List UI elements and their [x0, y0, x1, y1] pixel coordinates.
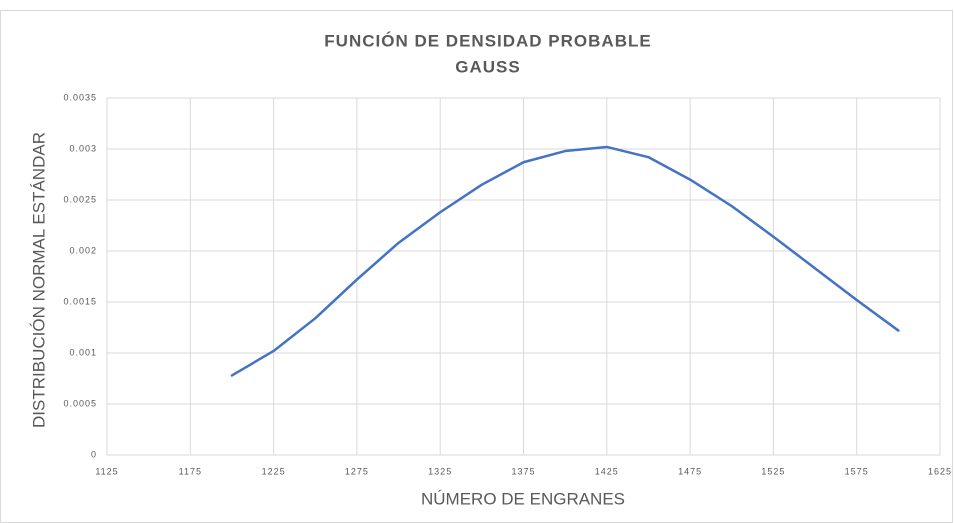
y-axis-title: DISTRIBUCIÓN NORMAL ESTÁNDAR — [29, 132, 48, 428]
chart-frame — [0, 10, 953, 523]
x-tick-label: 1125 — [95, 466, 118, 476]
x-tick-label: 1275 — [345, 466, 369, 476]
x-tick-label: 1575 — [845, 466, 869, 476]
x-tick-label: 1175 — [179, 466, 202, 476]
x-tick-label: 1525 — [761, 466, 785, 476]
y-tick-label: 0.0005 — [63, 398, 97, 408]
y-tick-label: 0.0035 — [63, 92, 97, 102]
y-tick-label: 0 — [91, 449, 97, 459]
x-tick-label: 1625 — [928, 466, 952, 476]
y-tick-label: 0.001 — [69, 347, 97, 357]
x-axis-title: NÚMERO DE ENGRANES — [421, 489, 625, 508]
y-tick-label: 0.0025 — [63, 194, 97, 204]
y-tick-label: 0.003 — [69, 143, 97, 153]
x-tick-label: 1325 — [428, 466, 452, 476]
y-tick-label: 0.002 — [69, 245, 97, 255]
x-tick-label: 1225 — [262, 466, 286, 476]
chart-title: FUNCIÓN DE DENSIDAD PROBABLE — [324, 31, 651, 50]
x-tick-label: 1475 — [678, 466, 702, 476]
x-tick-label: 1425 — [595, 466, 619, 476]
x-tick-label: 1375 — [511, 466, 535, 476]
chart-title: GAUSS — [455, 57, 520, 76]
y-tick-label: 0.0015 — [63, 296, 97, 306]
data-line — [230, 145, 900, 377]
